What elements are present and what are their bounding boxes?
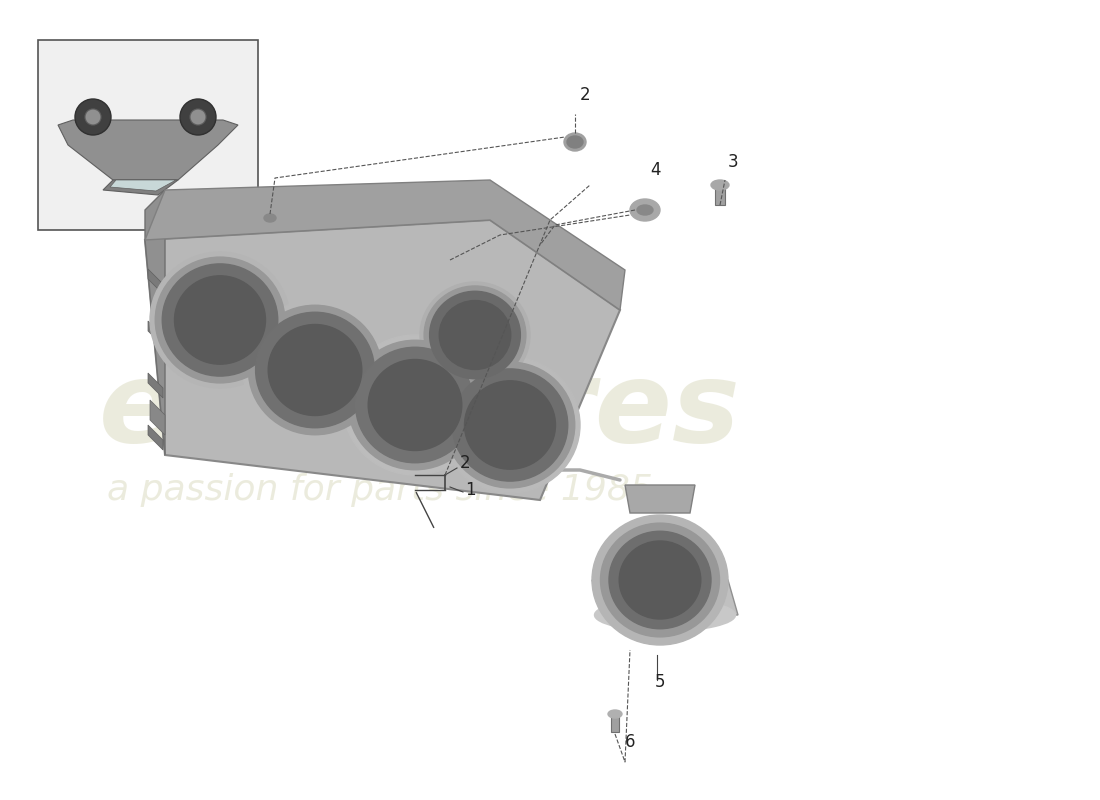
Polygon shape (148, 373, 163, 398)
Circle shape (180, 99, 216, 135)
Text: 2: 2 (580, 86, 591, 104)
Polygon shape (148, 425, 163, 450)
Polygon shape (150, 400, 165, 435)
Text: a passion for parts since 1985: a passion for parts since 1985 (107, 473, 653, 507)
Ellipse shape (464, 381, 556, 469)
Circle shape (190, 109, 206, 125)
Bar (39, 40, 258, 230)
Bar (715, 185, 725, 205)
Ellipse shape (243, 300, 387, 440)
Text: 5: 5 (654, 673, 666, 691)
Ellipse shape (155, 257, 285, 383)
Polygon shape (103, 180, 178, 195)
Polygon shape (592, 580, 738, 615)
Polygon shape (145, 190, 165, 455)
Ellipse shape (420, 282, 530, 388)
Ellipse shape (594, 598, 736, 631)
Ellipse shape (439, 301, 510, 370)
Ellipse shape (608, 710, 622, 718)
Ellipse shape (711, 180, 729, 190)
Text: 3: 3 (728, 153, 738, 171)
Ellipse shape (609, 531, 711, 629)
Polygon shape (145, 180, 625, 310)
Ellipse shape (349, 340, 482, 470)
Ellipse shape (343, 335, 487, 475)
Ellipse shape (446, 362, 574, 488)
Circle shape (85, 109, 101, 125)
Ellipse shape (368, 359, 462, 450)
Circle shape (75, 99, 111, 135)
Text: 1: 1 (465, 481, 475, 499)
Ellipse shape (163, 264, 277, 376)
Text: 6: 6 (625, 733, 636, 751)
Polygon shape (58, 120, 238, 180)
Ellipse shape (264, 214, 276, 222)
Polygon shape (148, 321, 163, 346)
Text: 4: 4 (650, 161, 660, 179)
Ellipse shape (268, 325, 362, 415)
Ellipse shape (630, 199, 660, 221)
Ellipse shape (637, 205, 653, 215)
Text: eurspares: eurspares (99, 354, 741, 466)
Polygon shape (145, 220, 620, 500)
Ellipse shape (255, 312, 374, 428)
Ellipse shape (601, 523, 719, 637)
Polygon shape (110, 180, 176, 191)
Ellipse shape (592, 515, 728, 645)
Ellipse shape (452, 369, 568, 481)
Ellipse shape (425, 286, 526, 384)
Ellipse shape (430, 291, 520, 378)
Ellipse shape (440, 357, 580, 493)
Ellipse shape (566, 136, 583, 148)
Text: 2: 2 (460, 454, 471, 472)
Ellipse shape (249, 306, 382, 434)
Ellipse shape (355, 347, 474, 462)
Bar (610, 714, 619, 732)
Ellipse shape (564, 133, 586, 151)
Polygon shape (148, 269, 163, 294)
Polygon shape (625, 485, 695, 513)
Ellipse shape (150, 252, 290, 388)
Ellipse shape (619, 541, 701, 619)
Ellipse shape (175, 276, 265, 364)
